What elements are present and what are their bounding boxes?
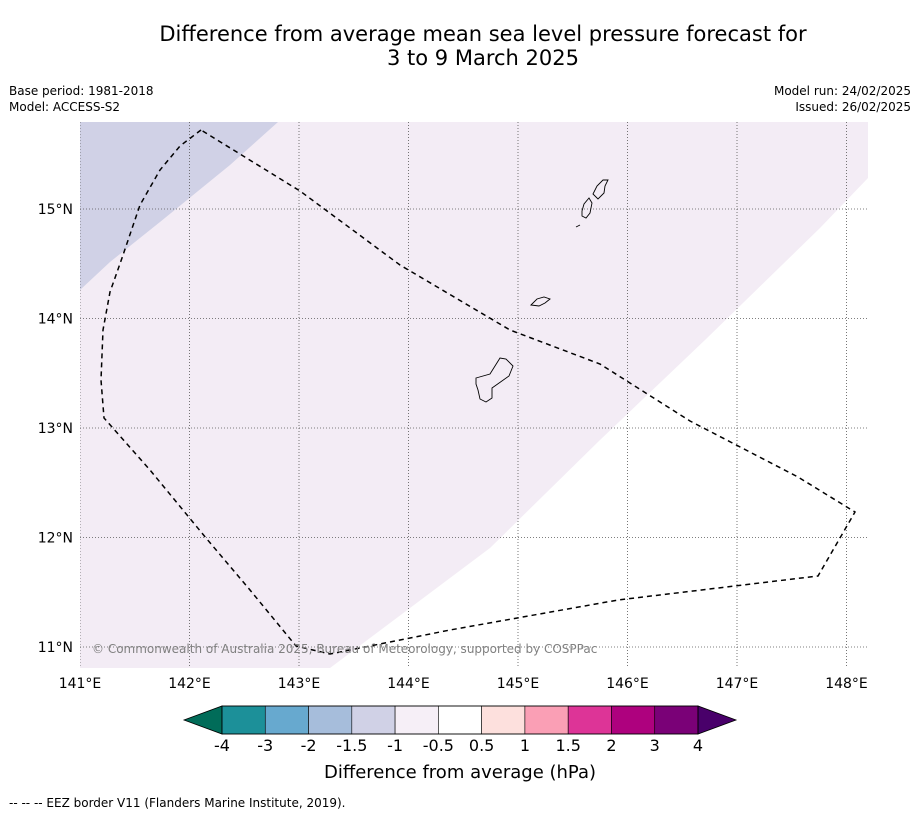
base-period: Base period: 1981-2018 <box>9 84 154 98</box>
lat-tick-11: 11°N <box>38 640 73 656</box>
island-tinian <box>581 197 593 219</box>
colorbar-tick-10: 3 <box>650 736 660 755</box>
colorbar-tick-6: 0.5 <box>469 736 494 755</box>
colorbar-bin-5 <box>438 705 482 735</box>
colorbar-tick-7: 1 <box>520 736 530 755</box>
island-guam <box>475 357 514 403</box>
colorbar-bin-2 <box>308 705 353 735</box>
copyright-notice: © Commonwealth of Australia 2025, Bureau… <box>92 642 597 656</box>
colorbar-bin-8 <box>567 705 612 735</box>
colorbar-tick-1: -3 <box>257 736 273 755</box>
graticule <box>80 122 868 668</box>
colorbar-bin-9 <box>611 705 656 735</box>
islands <box>475 179 609 403</box>
colorbar-tick-labels: -4 -3 -2 -1.5 -1 -0.5 0.5 1 1.5 2 3 4 <box>214 736 703 755</box>
colorbar-tick-0: -4 <box>214 736 230 755</box>
colorbar-tick-8: 1.5 <box>555 736 580 755</box>
colorbar-bin-6 <box>481 705 526 735</box>
colorbar-tick-2: -2 <box>301 736 317 755</box>
lon-tick-144: 144°E <box>387 676 430 692</box>
right-metadata: Model run: 24/02/2025 Issued: 26/02/2025 <box>774 83 911 115</box>
colorbar-bin-1 <box>264 705 309 735</box>
colorbar-bin-4 <box>394 705 439 735</box>
colorbar-tick-11: 4 <box>693 736 703 755</box>
lat-tick-13: 13°N <box>38 421 73 437</box>
island-rota <box>530 296 551 307</box>
colorbar-bin-7 <box>524 705 569 735</box>
colorbar-extend-min <box>182 705 223 735</box>
title-line-1: Difference from average mean sea level p… <box>159 22 807 46</box>
latitude-tick-labels: 15°N 14°N 13°N 12°N 11°N <box>38 202 73 656</box>
map-area: © Commonwealth of Australia 2025, Bureau… <box>80 122 868 668</box>
pressure-band-minus-1-5-to-minus-1 <box>80 122 278 290</box>
eez-footnote: -- -- -- EEZ border V11 (Flanders Marine… <box>9 796 346 810</box>
colorbar-tick-3: -1.5 <box>336 736 367 755</box>
lon-tick-141: 141°E <box>59 676 102 692</box>
colorbar-bin-10 <box>654 705 699 735</box>
island-saipan <box>592 179 609 200</box>
issued-date: Issued: 26/02/2025 <box>795 100 911 114</box>
chart-title: Difference from average mean sea level p… <box>0 22 919 70</box>
colorbar-bins <box>221 705 699 735</box>
colorbar-tick-5: -0.5 <box>423 736 454 755</box>
lon-tick-147: 147°E <box>716 676 759 692</box>
lat-tick-14: 14°N <box>38 312 73 328</box>
colorbar-label: Difference from average (hPa) <box>324 762 596 783</box>
model-name: Model: ACCESS-S2 <box>9 100 121 114</box>
lon-tick-145: 145°E <box>497 676 540 692</box>
title-line-2: 3 to 9 March 2025 <box>387 46 579 70</box>
colorbar-extend-max <box>697 705 738 735</box>
lon-tick-143: 143°E <box>278 676 321 692</box>
island-aguijan <box>575 224 581 228</box>
colorbar: -4 -3 -2 -1.5 -1 -0.5 0.5 1 1.5 2 3 4 Difference fr… <box>182 705 738 783</box>
colorbar-bin-3 <box>351 705 396 735</box>
eez-border <box>100 129 857 655</box>
colorbar-bin-0 <box>221 705 266 735</box>
lon-tick-148: 148°E <box>825 676 868 692</box>
colorbar-tick-9: 2 <box>606 736 616 755</box>
lon-tick-142: 142°E <box>168 676 211 692</box>
lon-tick-146: 146°E <box>606 676 649 692</box>
lat-tick-12: 12°N <box>38 531 73 547</box>
colorbar-outline <box>221 705 699 735</box>
left-metadata: Base period: 1981-2018 Model: ACCESS-S2 <box>9 83 154 115</box>
pressure-band-minus-1-to-minus-0-5 <box>80 122 868 668</box>
lat-tick-15: 15°N <box>38 202 73 218</box>
model-run: Model run: 24/02/2025 <box>773 84 911 98</box>
colorbar-tick-4: -1 <box>387 736 403 755</box>
longitude-tick-labels: 141°E 142°E 143°E 144°E 145°E 146°E 147°… <box>59 676 868 692</box>
